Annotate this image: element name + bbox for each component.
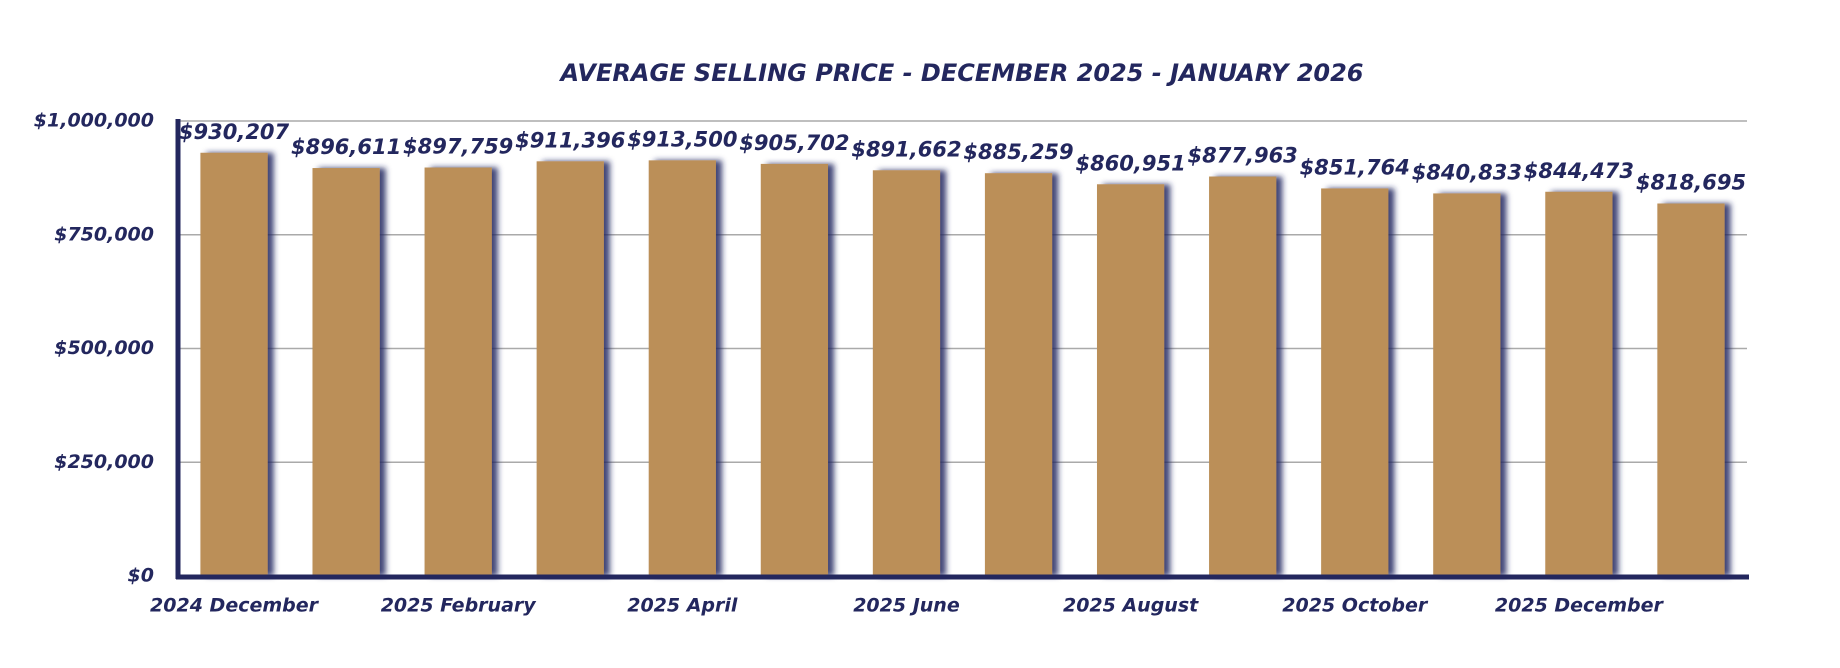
bar xyxy=(872,170,941,576)
bar xyxy=(1657,203,1725,576)
y-tick-label: $250,000 xyxy=(54,451,154,473)
chart-title: AVERAGE SELLING PRICE - DECEMBER 2025 - … xyxy=(558,59,1363,87)
value-label: $913,500 xyxy=(627,127,737,151)
value-label: $885,259 xyxy=(963,140,1073,164)
x-tick-label: 2025 October xyxy=(1282,595,1429,617)
x-tick-label: 2025 February xyxy=(381,595,538,617)
value-label: $930,207 xyxy=(179,120,290,144)
x-tick-label: 2025 December xyxy=(1495,595,1665,617)
x-tick-label: 2024 December xyxy=(150,595,320,617)
y-tick-label: $1,000,000 xyxy=(34,110,154,132)
bar xyxy=(1433,193,1501,576)
bar xyxy=(1545,191,1613,577)
bar xyxy=(424,167,492,576)
bar xyxy=(648,160,716,577)
value-label: $860,951 xyxy=(1075,151,1185,175)
bar xyxy=(1209,176,1277,576)
value-label: $891,662 xyxy=(851,137,961,161)
bar xyxy=(312,168,380,576)
y-tick-label: $0 xyxy=(128,565,154,587)
value-label: $818,695 xyxy=(1636,170,1746,194)
y-tick-label: $750,000 xyxy=(54,223,154,245)
value-label: $844,473 xyxy=(1524,159,1634,183)
bar xyxy=(200,152,268,577)
bar xyxy=(760,163,829,577)
x-tick-label: 2025 April xyxy=(627,595,738,617)
value-label: $896,611 xyxy=(291,135,401,159)
value-label: $911,396 xyxy=(515,128,625,152)
bar xyxy=(1096,184,1165,577)
y-tick-label: $500,000 xyxy=(54,337,154,359)
x-tick-label: 2025 June xyxy=(853,595,960,617)
bar xyxy=(1321,188,1389,576)
value-label: $897,759 xyxy=(403,135,513,159)
value-label: $851,764 xyxy=(1300,155,1410,179)
value-label: $905,702 xyxy=(739,131,849,155)
x-tick-label: 2025 August xyxy=(1063,595,1199,617)
value-label: $840,833 xyxy=(1412,160,1522,184)
bar xyxy=(536,161,604,576)
bar xyxy=(984,173,1053,576)
value-label: $877,963 xyxy=(1188,144,1298,168)
